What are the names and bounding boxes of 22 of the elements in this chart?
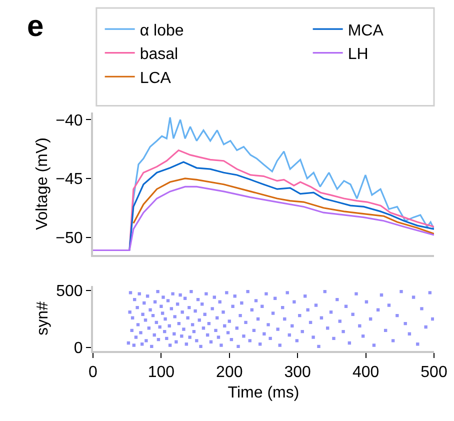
- legend-label: α lobe: [140, 22, 184, 40]
- legend-label: LH: [348, 46, 368, 64]
- x-tick-label: 300: [284, 364, 312, 382]
- x-tick-label: 0: [88, 364, 98, 382]
- chart-title: e: [27, 10, 44, 43]
- line-series: [132, 178, 434, 235]
- x-tick-label: 500: [420, 364, 448, 382]
- line-series: [93, 186, 434, 252]
- y-tick-label: −50: [56, 230, 83, 247]
- y-tick-label: −40: [56, 112, 83, 130]
- x-tick-label: 400: [352, 364, 380, 382]
- x-axis-title: Time (ms): [228, 384, 300, 402]
- legend-label: LCA: [140, 70, 172, 87]
- legend-label: MCA: [348, 22, 384, 40]
- y-tick-label: 0: [74, 340, 83, 358]
- y-tick-label: 500: [56, 283, 83, 300]
- x-tick-label: 100: [148, 364, 175, 382]
- y-axis-title: Voltage (mV): [34, 138, 52, 230]
- legend-label: basal: [140, 46, 178, 64]
- x-tick-label: 200: [216, 364, 243, 382]
- y-tick-label: −45: [56, 171, 83, 188]
- y-axis-title: syn#: [34, 301, 52, 336]
